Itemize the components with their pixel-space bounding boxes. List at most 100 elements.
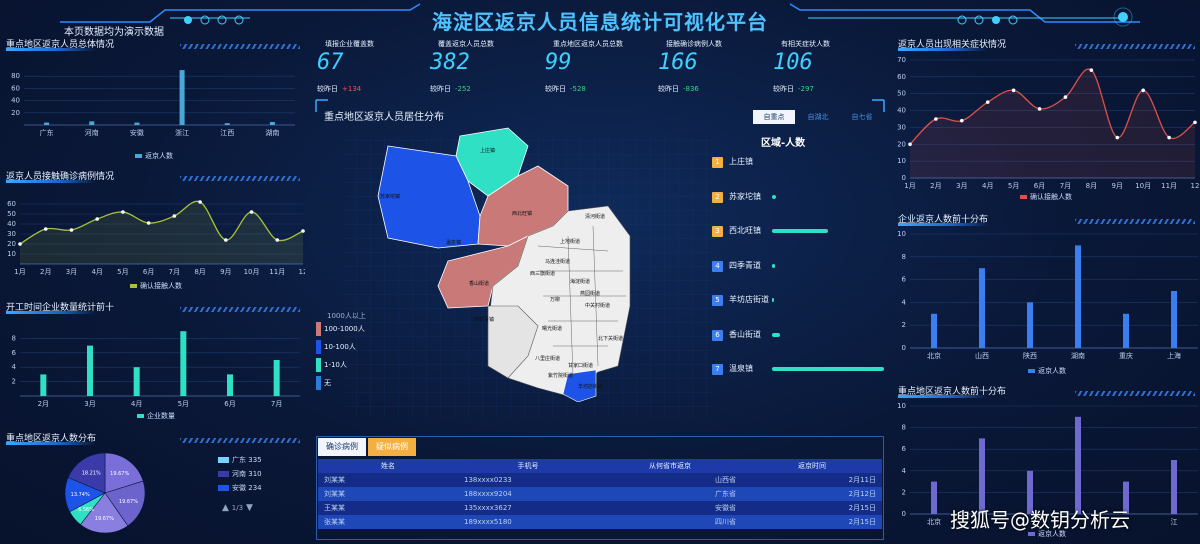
bar bbox=[1123, 481, 1129, 514]
col-origin: 从何省市返京 bbox=[649, 462, 691, 470]
map-legend: 100-1000人 10-100人 1-10人 无 bbox=[316, 322, 365, 394]
pie-slice-label: 18.21% bbox=[82, 470, 101, 476]
y-tick-label: 2 bbox=[902, 488, 906, 496]
x-tick-label: 1月 bbox=[904, 182, 915, 190]
rank-title: 区域-人数 bbox=[761, 138, 806, 149]
table-cell: 2月12日 bbox=[848, 490, 876, 498]
right-panel1-hatch bbox=[1075, 44, 1195, 49]
kpi-value: 166 bbox=[658, 50, 698, 75]
y-tick-label: 4 bbox=[12, 363, 17, 371]
tab-hubei[interactable]: 自湖北 bbox=[807, 113, 829, 121]
pie-legend: 广东 335 河南 310 安徽 234 bbox=[218, 453, 262, 495]
rank-number: 2 bbox=[712, 191, 723, 203]
kpi-value: 67 bbox=[317, 50, 344, 75]
y-tick-label: 20 bbox=[7, 240, 16, 248]
col-phone: 手机号 bbox=[517, 462, 539, 470]
data-point bbox=[1011, 88, 1016, 93]
x-tick-label: 4月 bbox=[91, 268, 102, 276]
data-point bbox=[249, 210, 254, 214]
kpi-delta-value: +134 bbox=[342, 85, 362, 93]
y-tick-label: 10 bbox=[897, 402, 906, 410]
bar bbox=[44, 122, 50, 125]
rank-name: 温泉镇 bbox=[729, 364, 753, 373]
watermark: 搜狐号@数钥分析云 bbox=[950, 508, 1130, 532]
x-tick-label: 湖南 bbox=[1071, 351, 1085, 360]
district-label: 燕园街道 bbox=[580, 291, 601, 297]
data-point bbox=[172, 214, 177, 218]
rank-name: 苏家坨镇 bbox=[729, 191, 761, 201]
bar bbox=[931, 313, 937, 348]
table-row[interactable]: 王某某 135xxxx3627 安徽省 2月15日 bbox=[318, 501, 882, 515]
bar bbox=[133, 367, 140, 396]
rank-number: 5 bbox=[712, 295, 723, 306]
rank-item[interactable]: 6 香山街道 bbox=[712, 329, 761, 343]
pie-slice bbox=[104, 452, 144, 494]
bar bbox=[269, 121, 275, 125]
right-bar1-chart: 0 2 4 6 8 10 北京 山西 陕西 湖南 重庆 上海 bbox=[897, 230, 1198, 360]
data-point bbox=[934, 117, 938, 121]
y-tick-label: 6 bbox=[902, 276, 907, 284]
right-line-chart: 0 10 20 30 40 50 60 70 1月 2月 3月 4月 5月 6月 7月 8月 9月 10月 11月 1… bbox=[897, 56, 1199, 190]
rank-item[interactable]: 4 四季青道 bbox=[712, 260, 761, 274]
y-tick-label: 6 bbox=[12, 349, 17, 357]
rank-item[interactable]: 1 上庄镇 bbox=[712, 156, 753, 170]
left-bar-chart: 20 40 60 80 广东 河南 安徽 浙江 江西 湖南 bbox=[11, 70, 295, 137]
x-tick-label: 11月 bbox=[269, 268, 285, 276]
kpi-label: 覆盖返京人员总数 bbox=[438, 40, 494, 48]
rank-item[interactable]: 5 羊坊店街道 bbox=[712, 294, 769, 308]
table-row[interactable]: 张某某 189xxxx5180 四川省 2月15日 bbox=[318, 515, 882, 529]
table-cell: 2月15日 bbox=[848, 518, 876, 526]
case-table: 姓名 手机号 从何省市返京 返京时间 刘某某 138xxxx0233 山西省 2月11… bbox=[318, 459, 882, 529]
left-bar-legend: 返京人数 bbox=[135, 151, 173, 161]
kpi-delta-label: 较昨日 bbox=[773, 85, 794, 93]
kpi-delta-value: -836 bbox=[683, 85, 699, 93]
table-cell: 广东省 bbox=[715, 490, 736, 498]
tab-confirmed[interactable]: 确诊病例 bbox=[318, 438, 366, 456]
kpi-value: 106 bbox=[773, 50, 813, 75]
table-row[interactable]: 刘某某 188xxxx9204 广东省 2月12日 bbox=[318, 487, 882, 501]
table-cell: 刘某某 bbox=[324, 490, 345, 498]
kpi-delta-label: 较昨日 bbox=[317, 85, 338, 93]
rank-item[interactable]: 3 西北旺镇 bbox=[712, 225, 761, 239]
table-cell: 刘某某 bbox=[324, 476, 345, 484]
y-tick-label: 2 bbox=[902, 321, 906, 329]
kpi-value: 382 bbox=[430, 50, 470, 75]
rank-bar bbox=[772, 332, 780, 337]
data-point bbox=[198, 200, 202, 204]
col-return-date: 返京时间 bbox=[798, 462, 826, 470]
left-panel2-hatch bbox=[180, 176, 300, 181]
tab-seven-provinces[interactable]: 自七省 bbox=[851, 113, 873, 121]
left-line-legend: 确认接触人数 bbox=[130, 281, 182, 291]
pager-next-icon[interactable]: ▼ bbox=[245, 503, 253, 513]
data-point bbox=[18, 242, 22, 246]
x-tick-label: 湖南 bbox=[265, 128, 279, 137]
left-panel3-title: 开工时间企业数量统计前十 bbox=[6, 303, 115, 313]
tab-suspected[interactable]: 疑似病例 bbox=[368, 438, 416, 456]
table-row[interactable]: 刘某某 138xxxx0233 山西省 2月11日 bbox=[318, 473, 882, 487]
y-tick-label: 60 bbox=[897, 73, 906, 81]
kpi-label: 接触确诊病例人数 bbox=[666, 40, 722, 48]
data-point bbox=[1089, 68, 1094, 72]
kpi-delta-label: 较昨日 bbox=[545, 85, 566, 93]
rank-item[interactable]: 2 苏家坨镇 bbox=[712, 191, 761, 205]
bar bbox=[87, 345, 93, 396]
rank-number: 3 bbox=[712, 226, 723, 237]
bar bbox=[179, 70, 185, 125]
bar bbox=[979, 438, 985, 514]
x-tick-label: 7月 bbox=[271, 400, 282, 408]
bar bbox=[1123, 313, 1129, 348]
data-point bbox=[1115, 135, 1120, 140]
y-tick-label: 10 bbox=[897, 230, 906, 238]
x-tick-label: 6月 bbox=[1034, 182, 1045, 190]
y-tick-label: 0 bbox=[902, 344, 906, 352]
bar bbox=[1171, 460, 1177, 514]
pager-prev-icon[interactable]: ▲ bbox=[222, 503, 229, 513]
table-cell: 2月11日 bbox=[848, 476, 876, 484]
tab-key-area[interactable]: 自重点 bbox=[753, 110, 795, 124]
table-cell: 张某某 bbox=[324, 518, 345, 526]
data-point bbox=[1193, 120, 1197, 125]
x-tick-label: 5月 bbox=[1008, 182, 1019, 190]
rank-item[interactable]: 7 温泉镇 bbox=[712, 363, 753, 377]
left-line-legend-label: 确认接触人数 bbox=[140, 282, 182, 290]
data-point bbox=[69, 228, 74, 232]
